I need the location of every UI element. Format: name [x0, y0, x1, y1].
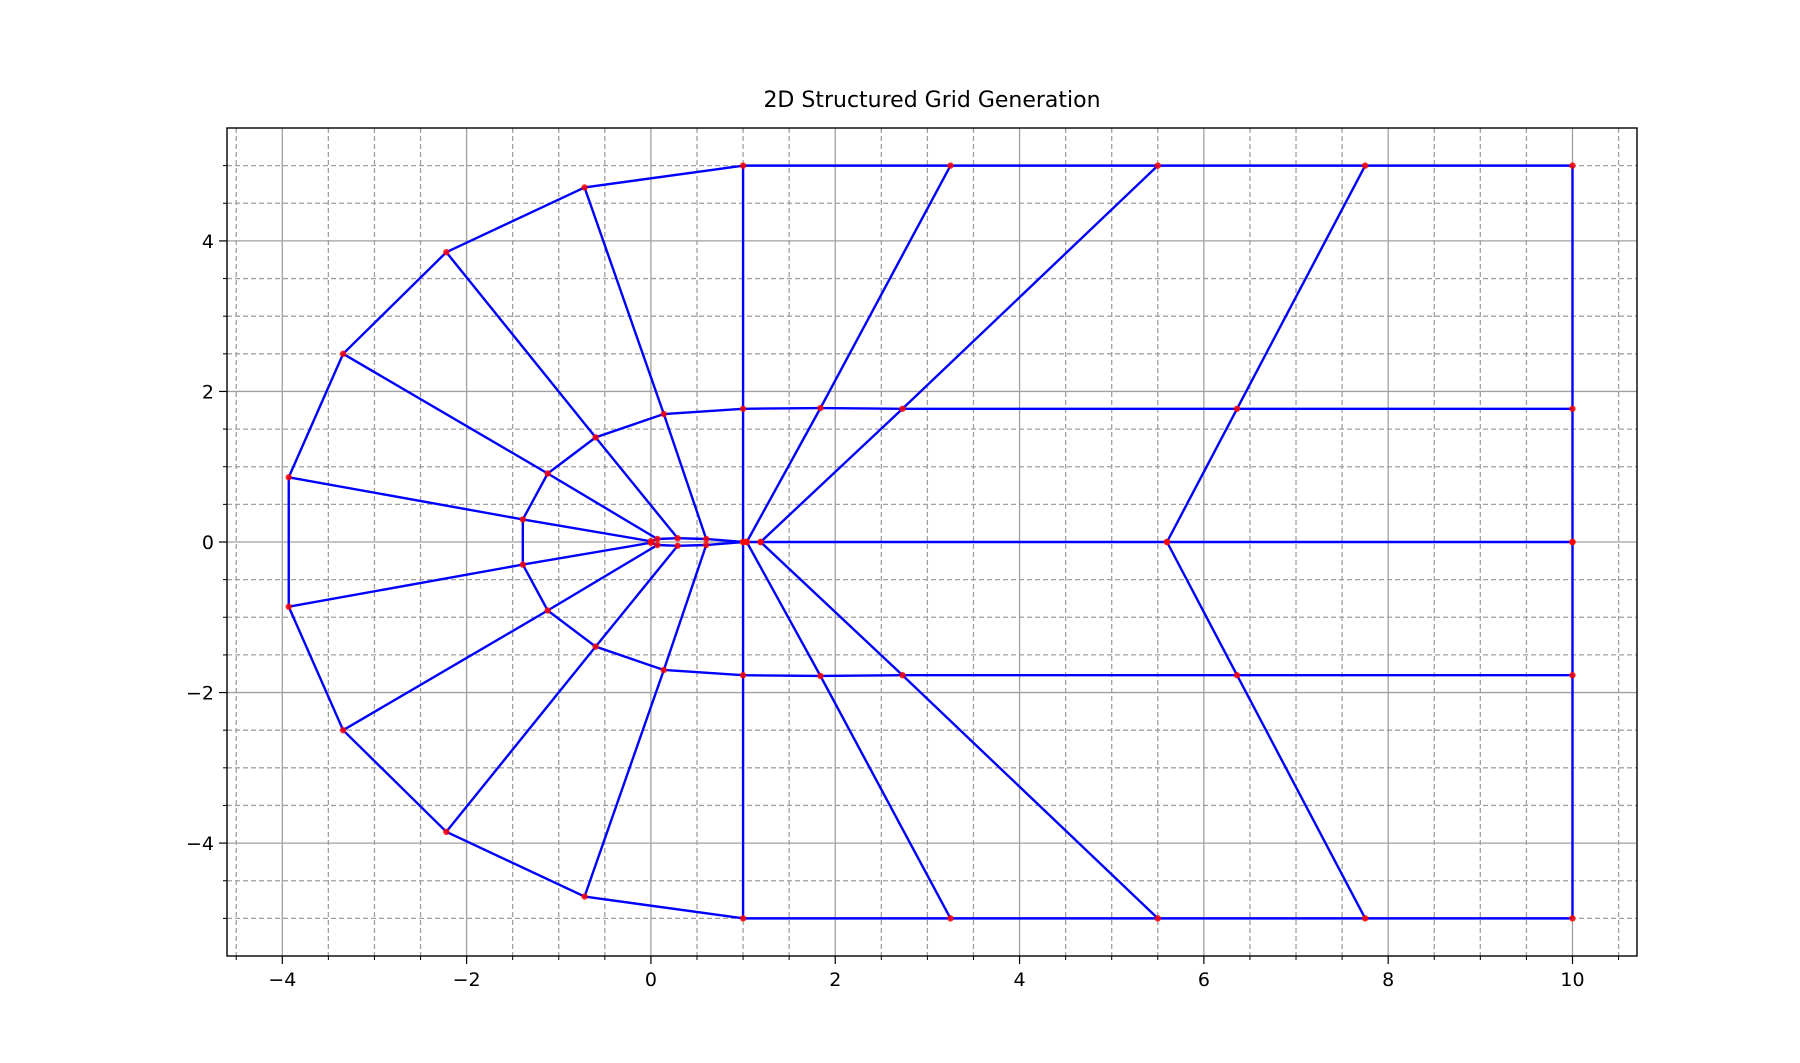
grid-node [703, 535, 710, 543]
grid-node [1569, 538, 1576, 546]
grid-node [544, 607, 551, 614]
grid-node [1569, 915, 1576, 922]
grid-node [757, 538, 764, 546]
grid-node [947, 162, 954, 169]
grid-column-line [445, 251, 679, 539]
grid-node [654, 535, 661, 543]
y-tick-label: −4 [186, 833, 214, 855]
grid-node [739, 162, 747, 169]
grid-column-line [342, 543, 658, 732]
grid-node [647, 538, 655, 545]
grid-node [1154, 915, 1161, 922]
y-tick-label: −2 [186, 683, 214, 705]
grid-node [339, 350, 347, 358]
grid-node [1569, 672, 1576, 679]
grid-node [739, 672, 747, 679]
x-tick-label: 0 [645, 969, 657, 991]
grid-node [674, 535, 681, 542]
grid-row-line [521, 406, 1573, 678]
grid-node [660, 666, 668, 674]
grid-node [1569, 162, 1576, 169]
grid-row-line [287, 164, 1573, 920]
y-tick-label: 0 [202, 532, 214, 554]
grid-node [743, 538, 750, 546]
grid-node [285, 474, 292, 481]
grid-node [899, 405, 906, 412]
x-tick-label: −2 [453, 969, 481, 991]
grid-node [947, 915, 954, 922]
grid-node [660, 410, 668, 418]
grid-node [443, 249, 450, 256]
grid-node [674, 542, 681, 549]
x-tick-label: 6 [1198, 969, 1210, 991]
grid-node [339, 726, 347, 734]
grid-column-line [342, 352, 658, 541]
grid-node [817, 404, 824, 412]
grid-node [654, 541, 661, 549]
grid-node [443, 828, 450, 835]
x-tick-label: 10 [1560, 969, 1584, 991]
chart-title: 2D Structured Grid Generation [763, 88, 1100, 113]
grid-node [1361, 915, 1369, 922]
grid-node [544, 470, 551, 477]
grid-node [1154, 162, 1161, 169]
grid-node [592, 434, 599, 441]
y-tick-label: 4 [202, 231, 214, 253]
x-tick-label: 4 [1014, 969, 1026, 991]
grid-node [519, 561, 527, 568]
x-tick-label: −4 [268, 969, 296, 991]
grid-node [519, 516, 527, 523]
grid-node [1163, 538, 1171, 546]
x-tick-label: 2 [829, 969, 841, 991]
grid-node [592, 643, 599, 650]
grid-node [1569, 405, 1576, 412]
grid-column-line [583, 187, 708, 540]
grid-node [817, 672, 824, 680]
grid-node [1233, 405, 1241, 412]
grid-column-line [583, 544, 708, 897]
grid-node [581, 893, 588, 900]
grid-node [899, 672, 906, 679]
grid-column-line [445, 545, 679, 833]
grid-node [1233, 672, 1241, 679]
x-tick-label: 8 [1382, 969, 1394, 991]
grid-column-line [288, 476, 652, 543]
grid-node [285, 603, 292, 610]
grid-node [581, 184, 588, 191]
y-tick-label: 2 [202, 381, 214, 403]
grid-node [739, 915, 747, 922]
plot-frame [226, 127, 1638, 957]
grid-node [739, 405, 747, 412]
grid-column-line [288, 541, 652, 608]
grid-node [703, 541, 710, 549]
grid-node [1361, 162, 1369, 169]
